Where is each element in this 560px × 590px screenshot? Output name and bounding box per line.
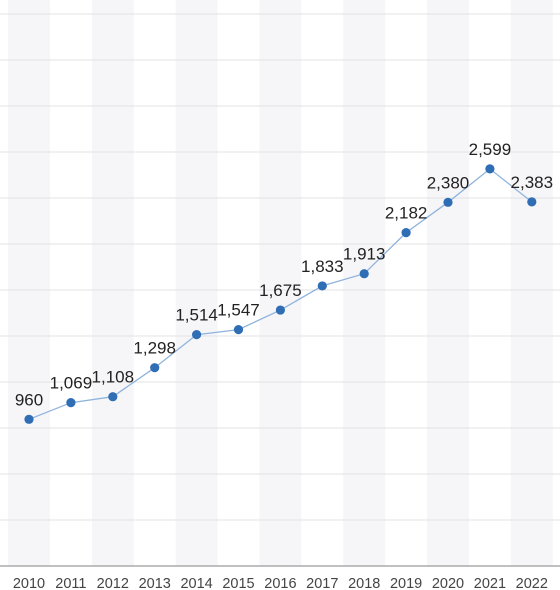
data-label-2013: 1,298 [133,339,176,358]
data-label-2016: 1,675 [259,281,302,300]
x-tick-2011: 2011 [55,576,86,590]
column-band [175,0,218,566]
x-tick-2018: 2018 [348,576,380,590]
column-band [259,0,302,566]
data-label-2021: 2,599 [469,140,512,159]
x-tick-2020: 2020 [432,576,464,590]
x-tick-2015: 2015 [222,576,254,590]
data-point-2016[interactable] [275,305,285,315]
x-tick-2010: 2010 [13,576,45,590]
data-point-2017[interactable] [317,281,327,291]
x-tick-2017: 2017 [306,576,338,590]
data-point-2010[interactable] [24,414,34,424]
data-point-2015[interactable] [233,325,244,335]
data-label-2011: 1,069 [50,374,93,393]
x-tick-2022: 2022 [516,576,548,590]
data-point-2013[interactable] [150,363,160,373]
x-tick-2016: 2016 [264,576,296,590]
data-label-2010: 960 [15,390,43,409]
x-tick-2014: 2014 [180,576,212,590]
data-label-2020: 2,380 [427,173,470,192]
x-tick-2013: 2013 [139,576,171,590]
data-label-2022: 2,383 [511,173,554,192]
data-point-2014[interactable] [192,330,202,340]
x-tick-labels: 2010 2011 2012 2013 2014 2015 2016 2017 2018 2019… [13,576,548,590]
x-tick-2021: 2021 [474,576,506,590]
x-tick-2019: 2019 [390,576,422,590]
data-point-2020[interactable] [443,197,453,207]
data-point-2021[interactable] [485,164,495,174]
column-band [8,0,50,566]
column-bands [8,0,553,566]
column-band [91,0,134,566]
data-label-2014: 1,514 [175,306,218,325]
data-label-2012: 1,108 [92,368,135,387]
data-point-2019[interactable] [401,227,411,238]
data-label-2019: 2,182 [385,204,428,223]
data-point-2018[interactable] [359,269,369,279]
data-label-2018: 1,913 [343,245,386,264]
column-band [510,0,553,566]
data-label-2015: 1,547 [217,301,260,320]
series-layer [24,164,537,424]
data-label-2017: 1,833 [301,257,344,276]
data-point-2022[interactable] [527,197,537,207]
column-band [343,0,386,566]
data-point-2011[interactable] [66,398,76,408]
data-point-2012[interactable] [108,392,118,402]
gridlines [0,13,560,521]
column-band [427,0,469,566]
x-tick-2012: 2012 [97,576,129,590]
